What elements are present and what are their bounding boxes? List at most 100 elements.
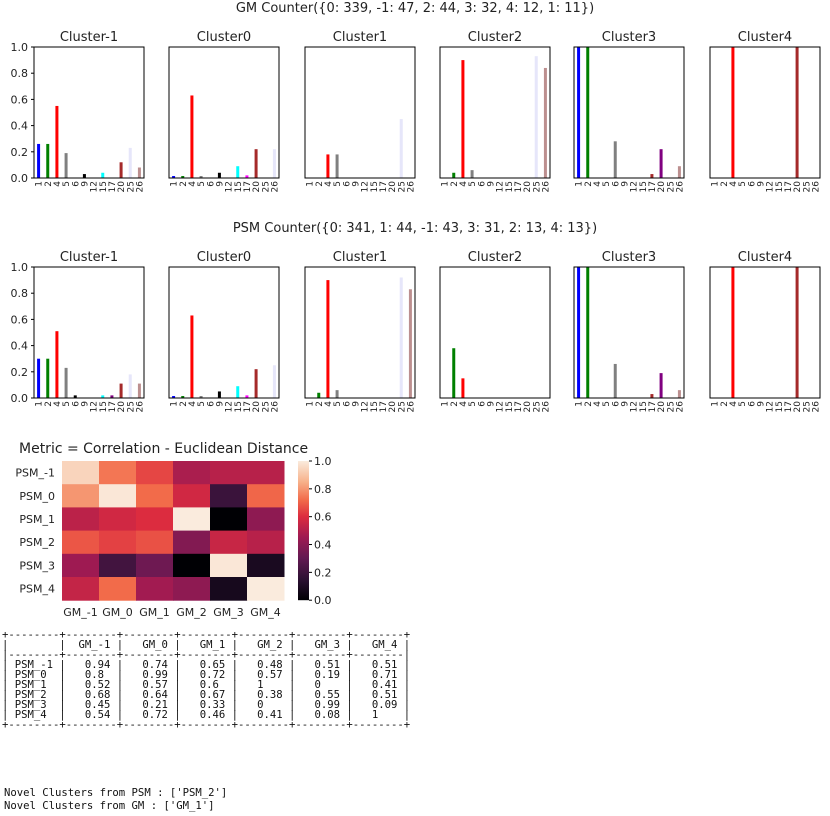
heatmap-cell <box>99 553 137 578</box>
bar-Cluster4-20 <box>795 267 799 398</box>
figure: GM Counter({0: 339, -1: 47, 2: 44, 3: 32… <box>11 1 822 619</box>
x-tick-label: 20 <box>252 181 262 193</box>
bar-Cluster0-2 <box>181 396 185 398</box>
bar-Cluster-1-5 <box>64 153 68 178</box>
heatmap-cell <box>210 507 248 532</box>
x-tick-label: 17 <box>379 181 389 192</box>
x-tick-label: 9 <box>80 401 90 407</box>
x-tick-label: 9 <box>486 401 496 407</box>
bar-Cluster2-2 <box>452 348 456 398</box>
bar-Cluster3-26 <box>677 390 681 398</box>
x-tick-label: 6 <box>611 401 621 407</box>
heatmap-cell <box>62 484 100 508</box>
x-tick-label: 9 <box>215 181 225 187</box>
x-tick-label: 17 <box>243 401 253 412</box>
panel-0-0: Cluster-11 2 4 5 6 9 12 15 17 20 25 260.00.20.40.60… <box>11 30 146 192</box>
x-tick-label: 20 <box>657 401 667 413</box>
x-tick-label: 20 <box>117 401 127 413</box>
colorbar-tick-label: 1.0 <box>314 455 332 468</box>
heatmap-row-label: PSM_2 <box>19 536 55 549</box>
x-tick-label: 25 <box>532 181 542 192</box>
heatmap-col-label: GM_0 <box>102 606 133 619</box>
x-tick-label: 1 <box>306 401 316 407</box>
panel-frame <box>304 46 416 179</box>
x-tick-label: 1 <box>170 401 180 407</box>
heatmap-row-label: PSM_1 <box>19 513 55 526</box>
x-tick-label: 12 <box>766 401 776 412</box>
bar-Cluster3-2 <box>586 267 590 398</box>
x-tick-label: 12 <box>90 181 100 192</box>
x-tick-label: 2 <box>584 401 594 407</box>
x-tick-label: 6 <box>71 181 81 187</box>
x-tick-label: 26 <box>541 401 551 413</box>
heatmap-cell <box>247 461 285 485</box>
x-tick-label: 4 <box>459 181 469 187</box>
x-tick-label: 6 <box>611 181 621 187</box>
bar-Cluster4-4 <box>731 47 735 178</box>
x-tick-label: 25 <box>666 181 676 192</box>
x-tick-label: 4 <box>459 401 469 407</box>
x-tick-label: 9 <box>620 401 630 407</box>
x-tick-label: 2 <box>315 181 325 187</box>
bar-Cluster0-5 <box>199 176 203 178</box>
bar-Cluster0-4 <box>190 315 194 398</box>
bar-Cluster-1-6 <box>73 395 77 398</box>
x-tick-label: 25 <box>126 401 136 412</box>
bar-Cluster2-25 <box>534 56 538 178</box>
panel-1-0: Cluster-11 2 4 5 6 9 12 15 17 20 25 260.00.20.40.60… <box>11 250 146 412</box>
y-tick-label: 0.6 <box>11 93 29 106</box>
x-tick-label: 4 <box>53 181 63 187</box>
bar-Cluster0-9 <box>217 391 221 398</box>
y-tick-label: 0.2 <box>11 146 29 159</box>
x-tick-label: 5 <box>468 401 478 407</box>
heatmap-row-label: PSM_3 <box>19 559 55 572</box>
x-tick-label: 4 <box>324 401 334 407</box>
x-tick-label: 25 <box>261 401 271 412</box>
x-tick-label: 4 <box>53 401 63 407</box>
panel-title: Cluster0 <box>197 250 251 265</box>
x-tick-label: 2 <box>315 401 325 407</box>
panel-frame <box>33 46 145 179</box>
x-tick-label: 26 <box>541 181 551 193</box>
panel-frame <box>168 266 280 399</box>
heatmap-cell <box>173 553 211 578</box>
x-tick-label: 6 <box>71 401 81 407</box>
panel-title: Cluster4 <box>738 30 792 45</box>
panel-frame <box>304 266 416 399</box>
colorbar-tick-label: 0.2 <box>314 566 332 579</box>
x-tick-label: 26 <box>135 401 145 413</box>
x-tick-label: 2 <box>44 401 54 407</box>
panel-title: Cluster0 <box>197 30 251 45</box>
heatmap-cell <box>62 553 100 578</box>
panel-title: Cluster4 <box>738 250 792 265</box>
x-tick-label: 1 <box>711 181 721 187</box>
heatmap-cell <box>99 530 137 555</box>
x-tick-label: 4 <box>729 401 739 407</box>
bar-Cluster-1-1 <box>37 358 41 398</box>
x-tick-label: 15 <box>775 181 785 192</box>
panel-frame <box>33 266 145 399</box>
bar-Cluster2-26 <box>543 67 547 178</box>
x-tick-label: 25 <box>261 181 271 192</box>
x-tick-label: 12 <box>630 401 640 412</box>
x-tick-label: 15 <box>370 401 380 412</box>
x-tick-label: 1 <box>306 181 316 187</box>
bar-Cluster2-5 <box>470 170 474 178</box>
bar-Cluster1-4 <box>326 280 330 398</box>
x-tick-label: 9 <box>756 181 766 187</box>
x-tick-label: 6 <box>342 401 352 407</box>
x-tick-label: 2 <box>44 181 54 187</box>
heatmap-col-label: GM_2 <box>176 606 207 619</box>
y-tick-label: 0.0 <box>11 172 29 185</box>
panel-frame <box>439 266 551 399</box>
novel-clusters-psm: Novel Clusters from PSM : ['PSM_2'] <box>4 787 228 799</box>
x-tick-label: 2 <box>179 401 189 407</box>
x-tick-label: 6 <box>477 181 487 187</box>
x-tick-label: 15 <box>234 401 244 412</box>
panel-frame <box>168 46 280 179</box>
x-tick-label: 15 <box>775 401 785 412</box>
